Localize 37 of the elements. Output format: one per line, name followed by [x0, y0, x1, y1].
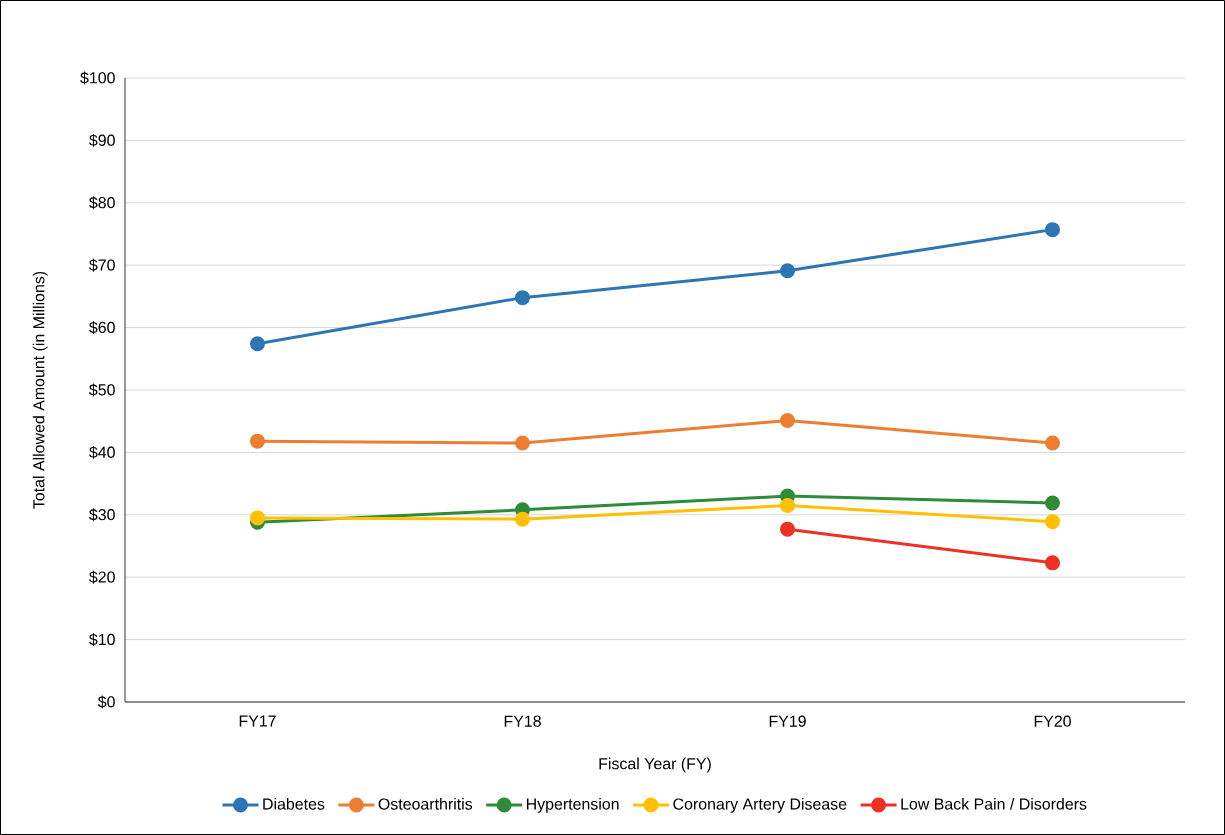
point	[250, 433, 265, 449]
legend-label: Osteoarthritis	[378, 797, 473, 810]
point	[1045, 555, 1060, 571]
legend-label: Coronary Artery Disease	[673, 797, 847, 813]
y-axis-title: Total Allowed Amount (in Millions)	[32, 271, 48, 509]
legend-label: Hypertension	[526, 797, 619, 813]
x-tick-label: FY19	[769, 715, 806, 727]
y-tick-label: $70	[89, 258, 115, 272]
y-tick-label: $0	[97, 695, 115, 709]
point	[780, 413, 795, 429]
point	[250, 510, 265, 526]
y-tick-label: $100	[80, 71, 115, 85]
point	[250, 336, 265, 352]
point	[515, 511, 530, 527]
point	[515, 435, 530, 451]
y-tick-label: $50	[89, 383, 115, 397]
x-axis-title: Fiscal Year (FY)	[599, 757, 711, 773]
point	[1045, 495, 1060, 511]
y-tick-label: $10	[89, 633, 115, 647]
y-tick-label: $30	[89, 508, 115, 522]
point	[1045, 222, 1060, 238]
point	[515, 290, 530, 306]
legend-label: Low Back Pain / Disorders	[901, 797, 1087, 810]
y-tick-label: $60	[89, 321, 115, 335]
point	[780, 521, 795, 537]
y-tick-label: $40	[89, 445, 115, 459]
y-tick-label: $80	[89, 196, 115, 210]
point	[1045, 435, 1060, 451]
point	[780, 263, 795, 279]
x-tick-label: FY20	[1034, 715, 1071, 727]
x-tick-label: FY17	[239, 715, 276, 727]
point	[780, 497, 795, 513]
y-tick-label: $20	[89, 570, 115, 584]
y-tick-label: $90	[89, 133, 115, 147]
point	[1045, 514, 1060, 530]
legend-label: Diabetes	[263, 797, 325, 810]
x-tick-label: FY18	[504, 715, 541, 727]
